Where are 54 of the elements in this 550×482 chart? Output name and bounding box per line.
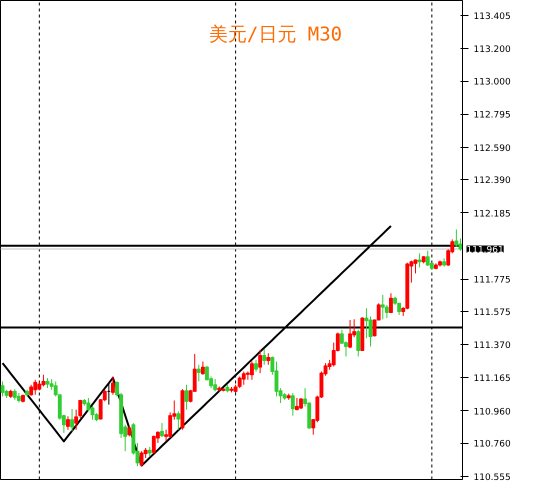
candlestick [111, 376, 115, 396]
candlestick [380, 294, 385, 320]
candlestick [12, 388, 17, 400]
y-tick-label: 110.760 [474, 440, 511, 450]
candlestick [262, 348, 266, 366]
candlestick [356, 329, 360, 357]
candlestick [33, 379, 38, 396]
text: 美元/日元 M30 [208, 24, 342, 46]
y-tick-label: 110.555 [474, 472, 511, 482]
candlestick [152, 435, 156, 454]
y-tick-label: 111.575 [474, 308, 511, 318]
ref-line-label: 111.961 [466, 245, 504, 256]
candlestick [254, 359, 258, 372]
candlestick [200, 360, 205, 376]
y-tick-label: 111.775 [474, 276, 511, 286]
candlestick [250, 360, 254, 380]
y-tick-label: 112.590 [474, 144, 511, 154]
y-tick-label: 112.185 [474, 209, 511, 220]
y-tick-label: 113.000 [474, 78, 511, 88]
candlestick [46, 378, 50, 388]
candlestick [66, 416, 70, 430]
candlestick [160, 422, 164, 438]
y-tick-label: 110.960 [474, 407, 511, 418]
candlestick [290, 392, 295, 416]
candlestick [213, 378, 218, 392]
candlestick [294, 398, 299, 411]
y-tick-label: 111.165 [474, 374, 511, 384]
candlestick [16, 392, 21, 403]
candlestick [0, 380, 4, 397]
candlestick [127, 426, 132, 437]
candlestick [196, 364, 201, 382]
candlestick [184, 384, 188, 410]
candlestick [140, 450, 144, 467]
candlestick [29, 384, 34, 396]
y-tick-label: 112.390 [474, 176, 511, 186]
candlestick [42, 374, 46, 387]
candlestick [454, 228, 458, 248]
y-tick-label: 112.795 [474, 110, 511, 121]
candlestick [238, 376, 242, 389]
candlestick [168, 412, 172, 438]
candlestick [426, 250, 430, 266]
candlestick [299, 398, 303, 410]
candlestick [74, 409, 78, 430]
candlestick [418, 252, 422, 268]
candlestick [258, 349, 262, 374]
candlestick [176, 410, 180, 430]
candlestick [148, 446, 152, 457]
candlestick [348, 319, 352, 349]
y-tick-label: 111.370 [474, 341, 511, 352]
candlestick [266, 352, 270, 366]
y-tick-label: 113.200 [474, 45, 511, 56]
y-tick-label: 113.405 [474, 12, 511, 22]
candlestick [389, 292, 393, 314]
candlestick [70, 408, 74, 432]
